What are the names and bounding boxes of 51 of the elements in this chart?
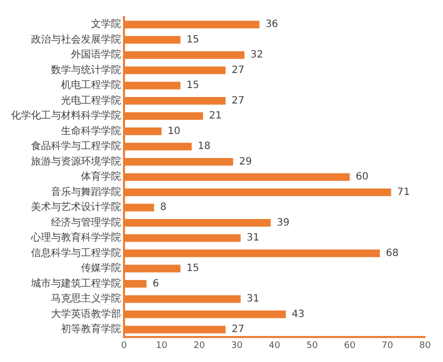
y-tick-label: 大学英语教学部	[51, 308, 121, 320]
y-tick-label: 传媒学院	[81, 262, 121, 274]
x-tick-label: 80	[419, 340, 431, 351]
data-label: 15	[186, 80, 200, 92]
data-label: 31	[246, 294, 260, 305]
x-tick-label: 70	[382, 340, 394, 351]
data-label: 39	[276, 217, 290, 228]
data-label: 32	[250, 50, 264, 61]
y-tick-label: 信息科学与工程学院	[31, 246, 121, 259]
data-label: 15	[186, 34, 200, 46]
data-label: 31	[246, 232, 260, 244]
y-tick-label: 数学与统计学院	[51, 64, 121, 76]
y-tick-label: 经济与管理学院	[51, 216, 121, 228]
y-tick-label: 城市与建筑工程学院	[30, 277, 121, 290]
data-label: 43	[292, 308, 305, 320]
data-label: 29	[239, 156, 252, 168]
y-tick-label: 心理与教育科学学院	[30, 232, 121, 244]
x-tick-label: 10	[156, 340, 168, 351]
data-label: 18	[198, 141, 210, 152]
data-label: 68	[386, 248, 399, 259]
data-label: 27	[232, 324, 244, 336]
data-label: 6	[152, 278, 159, 290]
x-tick-label: 60	[344, 340, 356, 351]
data-label: 15	[186, 263, 200, 274]
x-tick-label: 50	[306, 340, 318, 351]
y-tick-label: 食品科学与工程学院	[31, 140, 121, 152]
y-tick-label: 外国语学院	[71, 48, 121, 61]
x-tick-label: 40	[268, 340, 280, 351]
data-label: 71	[397, 186, 410, 198]
y-tick-label: 机电工程学院	[61, 79, 121, 92]
y-tick-label: 生命科学学院	[61, 124, 121, 137]
x-tick-label: 0	[121, 340, 128, 351]
y-tick-label: 体育学院	[81, 170, 121, 183]
data-label: 27	[232, 95, 244, 106]
y-tick-label: 光电工程学院	[61, 94, 121, 106]
data-label: 36	[265, 19, 278, 30]
y-tick-label: 文学院	[91, 18, 121, 30]
y-tick-label: 马克思主义学院	[51, 292, 121, 305]
data-label: 27	[232, 64, 244, 76]
data-label: 60	[356, 172, 368, 183]
y-tick-label: 美术与艺术设计学院	[31, 201, 121, 214]
y-tick-label: 初等教育学院	[61, 323, 121, 336]
data-label: 10	[168, 126, 180, 137]
y-tick-label: 政治与社会发展学院	[31, 33, 121, 46]
x-tick-label: 20	[194, 340, 206, 351]
x-tick-label: 30	[231, 340, 243, 351]
y-tick-label: 音乐与舞蹈学院	[51, 186, 121, 198]
data-label: 21	[209, 110, 222, 122]
data-label: 8	[160, 202, 166, 214]
y-tick-label: 旅游与资源环境学院	[31, 155, 121, 168]
y-tick-label: 化学化工与材料科学学院	[11, 110, 121, 122]
